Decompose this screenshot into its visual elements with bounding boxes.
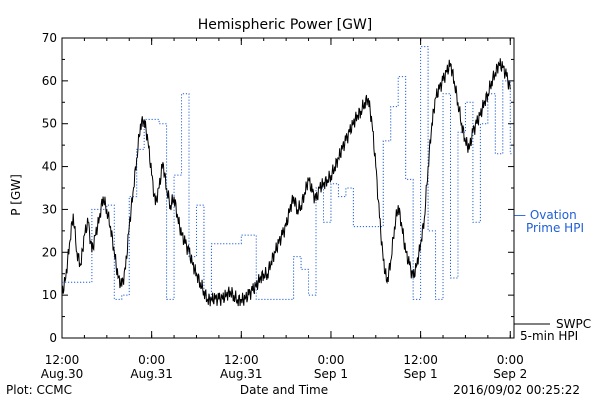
y-tick-label: 30 xyxy=(42,202,57,216)
x-axis-ticks: 12:00Aug.300:00Aug.3112:00Aug.310:00Sep … xyxy=(41,38,527,381)
x-tick-label-date: Sep 2 xyxy=(493,367,527,381)
y-tick-label: 20 xyxy=(42,245,57,259)
x-tick-label-time: 12:00 xyxy=(45,353,80,367)
x-tick-label-time: 12:00 xyxy=(403,353,438,367)
x-tick-label-date: Sep 1 xyxy=(404,367,438,381)
y-tick-label: 50 xyxy=(42,117,57,131)
chart-title: Hemispheric Power [GW] xyxy=(198,17,373,33)
y-axis-ticks: 0 10 20 30 40 50 60 70 xyxy=(42,31,514,345)
x-tick-label-time: 12:00 xyxy=(224,353,259,367)
legend: — Ovation Prime HPI SWPC 5-min HPI xyxy=(514,208,591,343)
x-tick-label-date: Aug.31 xyxy=(130,367,173,381)
x-tick-label-time: 0:00 xyxy=(497,353,524,367)
y-tick-label: 60 xyxy=(42,74,57,88)
y-tick-label: 0 xyxy=(49,331,57,345)
plot-frame xyxy=(61,37,515,339)
x-tick-label-time: 0:00 xyxy=(138,353,165,367)
y-tick-label: 40 xyxy=(42,160,57,174)
series-swpc-5min-hpi xyxy=(61,58,511,307)
series-layer xyxy=(61,46,514,307)
legend-ovation-line2: Prime HPI xyxy=(526,221,584,235)
legend-swpc-line1: SWPC xyxy=(556,317,591,331)
series-ovation-prime-hpi xyxy=(62,46,514,300)
y-tick-label: 10 xyxy=(42,288,57,302)
x-tick-label-date: Aug.30 xyxy=(41,367,84,381)
footer-right: 2016/09/02 00:25:22 xyxy=(453,383,580,397)
y-axis-label: P [GW] xyxy=(9,174,23,216)
x-tick-label-date: Sep 1 xyxy=(314,367,348,381)
legend-swpc-line2: 5-min HPI xyxy=(520,329,578,343)
y-tick-label: 70 xyxy=(42,31,57,45)
x-axis-label: Date and Time xyxy=(240,383,328,397)
x-tick-label-time: 0:00 xyxy=(317,353,344,367)
legend-ovation-line1: — Ovation xyxy=(514,208,577,222)
footer-left: Plot: CCMC xyxy=(6,383,72,397)
x-tick-label-date: Aug.31 xyxy=(220,367,263,381)
